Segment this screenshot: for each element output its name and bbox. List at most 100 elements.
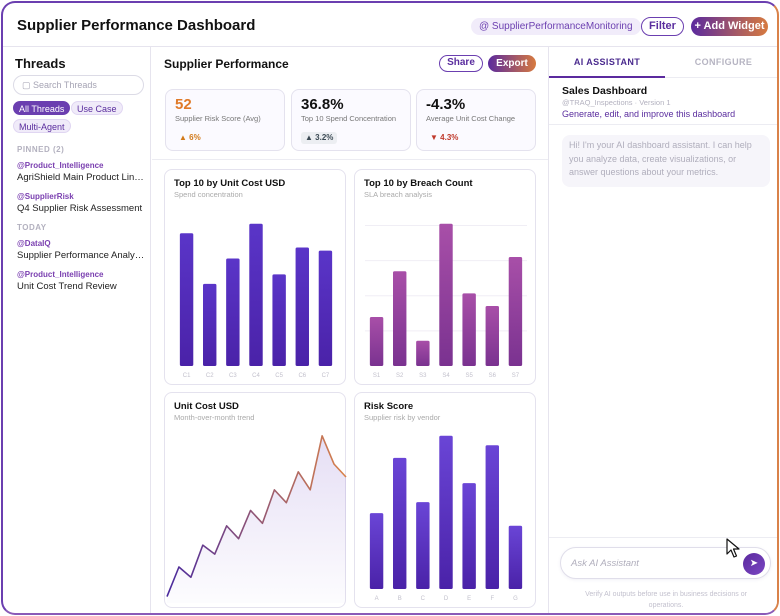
chart-title: Risk Score — [364, 401, 414, 412]
main-content: Supplier Performance Share Export 52 Sup… — [152, 47, 548, 613]
chart-area-fill — [167, 435, 346, 603]
section-title: Supplier Performance — [164, 57, 289, 71]
thread-name: Q4 Supplier Risk Assessment — [17, 203, 143, 214]
chart-bar — [508, 256, 523, 366]
kpi-value: -4.3% — [426, 96, 466, 113]
chart-bar — [462, 293, 476, 366]
x-tick-label: C2 — [206, 373, 214, 379]
ai-chat-input[interactable]: Ask AI Assistant ➤ — [560, 547, 771, 579]
kpi-label: Supplier Risk Score (Avg) — [175, 114, 261, 123]
filter-chip-use-case[interactable]: Use Case — [71, 101, 123, 115]
thread-name: Supplier Performance Analysis — [17, 250, 145, 261]
threads-sidebar: Threads ▢ Search Threads All Threads Use… — [3, 47, 151, 613]
search-input[interactable]: ▢ Search Threads — [13, 75, 144, 95]
thread-name: Unit Cost Trend Review — [17, 281, 117, 292]
search-icon: ▢ — [22, 80, 31, 90]
x-tick-label: B — [398, 596, 402, 602]
page-title: Supplier Performance Dashboard — [17, 17, 256, 34]
ai-disclaimer: Verify AI outputs before use in business… — [585, 591, 747, 609]
thread-name: AgriShield Main Product Line... — [17, 172, 145, 183]
chart-title: Top 10 by Breach Count — [364, 178, 473, 189]
thread-item[interactable]: @Product_Intelligence Unit Cost Trend Re… — [17, 270, 145, 292]
chart-bar — [508, 525, 523, 589]
chart-subtitle: Supplier risk by vendor — [364, 413, 441, 422]
thread-item[interactable]: @Product_Intelligence AgriShield Main Pr… — [17, 161, 145, 183]
tab-configure[interactable]: CONFIGURE — [665, 47, 777, 78]
chart-bar — [318, 250, 333, 366]
kpi-delta: ▼ 4.3% — [430, 133, 459, 142]
tab-ai-assistant[interactable]: AI ASSISTANT — [549, 47, 665, 78]
chart-bar — [439, 223, 453, 366]
x-tick-label: S3 — [419, 373, 427, 379]
kpi-value: 52 — [175, 96, 192, 113]
x-tick-label: C7 — [322, 373, 330, 379]
divider — [152, 159, 548, 160]
ai-assistant-panel: AI ASSISTANT CONFIGURE Sales Dashboard @… — [548, 47, 777, 613]
send-button[interactable]: ➤ — [743, 553, 765, 575]
x-tick-label: D — [444, 596, 449, 602]
thread-handle: @Product_Intelligence — [17, 270, 104, 279]
bar-chart: A B C D E F G — [369, 435, 523, 602]
x-tick-label: S4 — [442, 373, 450, 379]
share-button[interactable]: Share — [439, 55, 483, 72]
x-tick-label: C3 — [229, 373, 237, 379]
thread-item[interactable]: @DataIQ Supplier Performance Analysis — [17, 239, 145, 261]
ai-input-placeholder: Ask AI Assistant — [571, 558, 639, 569]
header: Supplier Performance Dashboard @ Supplie… — [3, 3, 777, 47]
chart-card-breach-count[interactable]: S1 S2 S3 S4 S5 S6 S7 Top 10 by Breach Count SL… — [354, 169, 536, 385]
chart-bar — [226, 258, 240, 366]
x-tick-label: C6 — [298, 373, 306, 379]
divider — [549, 537, 777, 538]
x-tick-label: S7 — [512, 373, 520, 379]
dashboard-description: Generate, edit, and improve this dashboa… — [562, 109, 736, 119]
add-widget-button[interactable]: + Add Widget — [691, 17, 768, 36]
chart-card-unit-cost-trend[interactable]: Unit Cost USD Month-over-month trend — [164, 392, 347, 608]
x-tick-label: S2 — [396, 373, 404, 379]
mention-chip[interactable]: @ SupplierPerformanceMonitoring — [471, 18, 641, 35]
chart-bar — [485, 305, 499, 366]
send-icon: ➤ — [749, 558, 759, 569]
kpi-delta: ▲ 6% — [179, 133, 201, 142]
kpi-card-unit-cost-change[interactable]: -4.3% Average Unit Cost Change ▼ 4.3% — [416, 89, 536, 151]
chart-bar — [369, 513, 384, 589]
x-tick-label: G — [513, 596, 518, 602]
x-tick-label: A — [375, 596, 379, 602]
kpi-label: Average Unit Cost Change — [426, 114, 516, 123]
kpi-card-risk-score[interactable]: 52 Supplier Risk Score (Avg) ▲ 6% — [165, 89, 285, 151]
chart-bar — [203, 283, 217, 366]
divider — [549, 124, 777, 125]
filter-chip-all-threads[interactable]: All Threads — [13, 101, 71, 115]
chart-bar — [295, 247, 309, 366]
chart-bar — [485, 445, 499, 589]
chart-subtitle: Spend concentration — [174, 190, 243, 199]
mouse-cursor-icon — [726, 538, 740, 558]
chart-bar — [179, 233, 194, 366]
x-tick-label: S6 — [489, 373, 497, 379]
sidebar-title: Threads — [15, 56, 66, 71]
kpi-delta: ▲ 3.2% — [301, 132, 338, 144]
chart-bar — [416, 340, 430, 366]
chart-title: Top 10 by Unit Cost USD — [174, 178, 286, 189]
export-button[interactable]: Export — [488, 55, 536, 72]
kpi-value: 36.8% — [301, 96, 344, 113]
chart-card-unit-cost[interactable]: C1 C2 C3 C4 C5 C6 C7 Top 10 by Unit Cost USD S… — [164, 169, 346, 385]
chart-bar — [393, 457, 407, 589]
x-tick-label: C5 — [275, 373, 283, 379]
chart-bar — [462, 483, 476, 589]
x-tick-label: C4 — [252, 373, 260, 379]
x-tick-label: C1 — [183, 373, 191, 379]
kpi-label: Top 10 Spend Concentration — [301, 114, 397, 123]
x-tick-label: E — [467, 596, 471, 602]
x-tick-label: S5 — [465, 373, 473, 379]
area-chart — [166, 435, 347, 603]
dashboard-meta: @TRAQ_Inspections · Version 1 — [562, 98, 671, 107]
filter-button[interactable]: Filter — [641, 17, 684, 36]
chart-bar — [393, 271, 407, 366]
kpi-card-spend-concentration[interactable]: 36.8% Top 10 Spend Concentration ▲ 3.2% — [291, 89, 411, 151]
search-placeholder: Search Threads — [33, 80, 97, 90]
chart-card-risk-score[interactable]: A B C D E F G Risk Score Supplier risk by vend… — [354, 392, 536, 608]
filter-chip-multi-agent[interactable]: Multi-Agent — [13, 119, 71, 133]
thread-handle: @SupplierRisk — [17, 192, 74, 201]
thread-item[interactable]: @SupplierRisk Q4 Supplier Risk Assessmen… — [17, 192, 145, 214]
